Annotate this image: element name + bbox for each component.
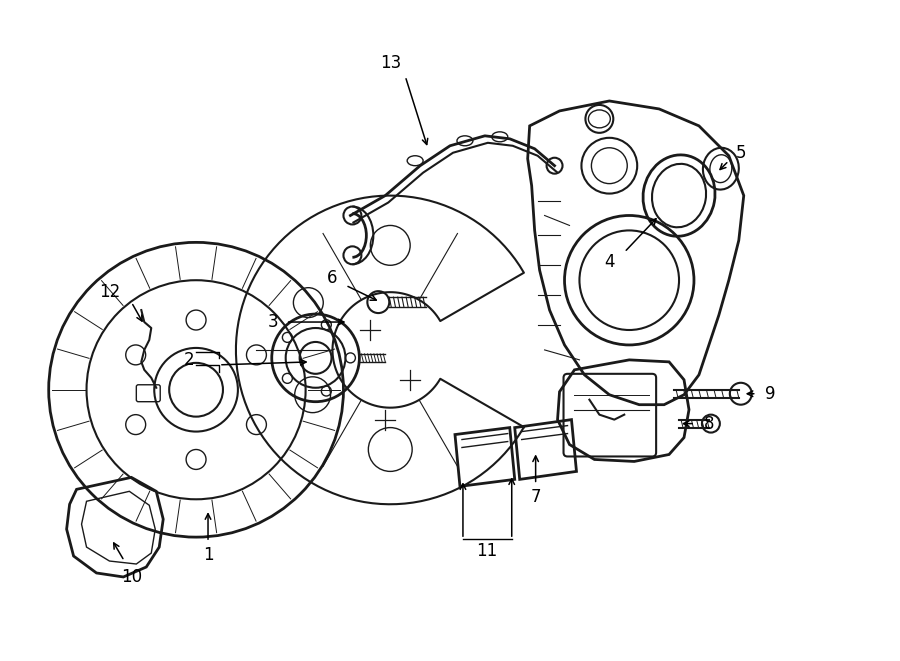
Text: 10: 10 <box>121 568 142 586</box>
Text: 3: 3 <box>267 313 278 331</box>
Text: 6: 6 <box>328 269 338 288</box>
Text: 13: 13 <box>380 54 400 72</box>
Text: 7: 7 <box>530 488 541 506</box>
Text: 9: 9 <box>765 385 776 403</box>
Text: 1: 1 <box>202 546 213 564</box>
Text: 8: 8 <box>704 414 715 432</box>
Text: 5: 5 <box>735 143 746 162</box>
Text: 12: 12 <box>99 283 120 301</box>
Text: 11: 11 <box>476 542 498 560</box>
Text: 2: 2 <box>184 351 194 369</box>
Text: 4: 4 <box>604 253 615 271</box>
